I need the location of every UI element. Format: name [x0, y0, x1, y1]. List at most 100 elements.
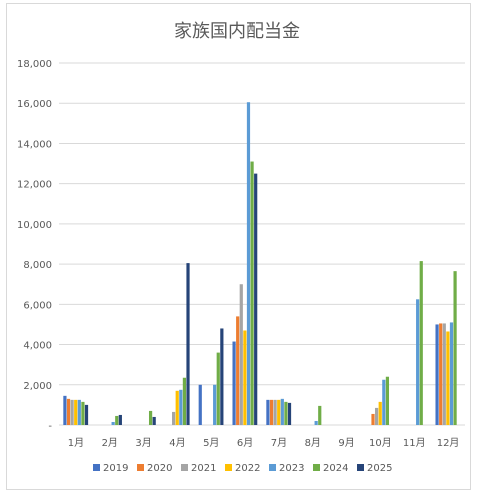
- bar-2022-6月: [243, 330, 247, 425]
- bar-2024-2月: [115, 415, 119, 425]
- bar-2025-4月: [186, 263, 190, 425]
- y-tick-label: 12,000: [17, 180, 52, 191]
- bar-2019-12月: [435, 324, 439, 425]
- bar-2021-7月: [273, 399, 277, 425]
- legend-label: 2024: [323, 463, 348, 474]
- legend-label: 2021: [191, 463, 216, 474]
- bar-2024-3月: [148, 410, 153, 425]
- y-tick-label: 8,000: [23, 260, 52, 271]
- legend-label: 2019: [103, 463, 128, 474]
- bar-2024-12月: [453, 271, 457, 425]
- y-tick-label: 10,000: [17, 220, 52, 231]
- y-tick-label: 4,000: [23, 341, 52, 352]
- bar-2023-12月: [449, 322, 454, 425]
- x-tick-label: 5月: [203, 437, 219, 449]
- bar-2022-12月: [446, 331, 450, 425]
- legend-item-2024[interactable]: 2024: [313, 463, 348, 474]
- x-tick-label: 6月: [237, 437, 253, 449]
- bar-2021-6月: [239, 284, 243, 425]
- bar-2023-10月: [382, 379, 386, 425]
- bar-2020-1月: [66, 398, 71, 425]
- y-tick-label: 14,000: [17, 139, 52, 150]
- bar-2023-2月: [111, 421, 115, 425]
- legend-item-2025[interactable]: 2025: [357, 463, 392, 474]
- bar-2023-11月: [416, 299, 420, 425]
- bar-2022-4月: [175, 390, 179, 425]
- bar-2020-10月: [371, 413, 375, 425]
- bar-2023-5月: [213, 384, 217, 425]
- bar-2023-8月: [314, 420, 318, 425]
- legend-swatch: [93, 464, 100, 471]
- legend: 2019 2020 2021 2022 2023 2024 2025: [93, 463, 392, 474]
- x-tick-label: 7月: [271, 437, 287, 449]
- bar-2024-8月: [318, 405, 322, 425]
- bar-2022-1月: [74, 399, 78, 425]
- bar-2024-7月: [284, 401, 288, 425]
- bar-2025-5月: [220, 328, 224, 425]
- x-tick-label: 11月: [403, 437, 426, 449]
- bar-2025-6月: [254, 173, 258, 425]
- bar-chart: 家族国内配当金 - 2,000 4,000 6,000 8,000 10,000 12,00…: [17, 21, 465, 474]
- bar-2022-10月: [378, 401, 382, 425]
- y-tick-label: 6,000: [23, 300, 52, 311]
- legend-label: 2022: [235, 463, 260, 474]
- legend-label: 2023: [279, 463, 304, 474]
- legend-swatch: [181, 464, 188, 471]
- bar-2025-7月: [287, 402, 292, 425]
- bar-2023-4月: [179, 389, 183, 425]
- bar-2020-6月: [236, 316, 240, 425]
- x-tick-label: 8月: [305, 437, 321, 449]
- y-axis-tick-labels: - 2,000 4,000 6,000 8,000 10,000 12,000 14,000 1…: [17, 59, 52, 432]
- x-tick-label: 12月: [437, 437, 460, 449]
- x-tick-label: 3月: [135, 437, 151, 449]
- chart-title: 家族国内配当金: [174, 21, 300, 42]
- legend-item-2021[interactable]: 2021: [181, 463, 216, 474]
- legend-label: 2025: [367, 463, 392, 474]
- legend-swatch: [225, 464, 232, 471]
- x-tick-label: 4月: [169, 437, 185, 449]
- x-tick-label: 10月: [369, 437, 392, 449]
- bar-2024-11月: [419, 261, 423, 425]
- y-tick-label: -: [48, 421, 52, 432]
- legend-item-2022[interactable]: 2022: [225, 463, 260, 474]
- bar-2024-10月: [385, 376, 390, 425]
- legend-label: 2020: [147, 463, 172, 474]
- bar-2025-3月: [152, 416, 156, 425]
- x-tick-label: 1月: [68, 437, 84, 449]
- y-tick-label: 16,000: [17, 99, 52, 110]
- bar-2025-1月: [84, 404, 89, 425]
- y-tick-label: 18,000: [17, 59, 52, 70]
- legend-swatch: [357, 464, 364, 471]
- bar-2024-1月: [81, 401, 85, 425]
- bars: [63, 102, 457, 426]
- bar-2021-1月: [70, 399, 74, 425]
- legend-swatch: [269, 464, 276, 471]
- bar-2022-7月: [277, 399, 281, 425]
- legend-item-2020[interactable]: 2020: [137, 463, 172, 474]
- legend-item-2023[interactable]: 2023: [269, 463, 304, 474]
- legend-swatch: [313, 464, 320, 471]
- gridlines: [59, 62, 465, 426]
- bar-2021-10月: [375, 407, 379, 425]
- bar-2023-6月: [246, 102, 251, 425]
- x-tick-label: 2月: [102, 437, 118, 449]
- bar-2024-4月: [182, 377, 187, 425]
- x-tick-label: 9月: [338, 437, 354, 449]
- legend-swatch: [137, 464, 144, 471]
- bar-2021-4月: [172, 411, 176, 425]
- bar-2020-7月: [269, 399, 274, 425]
- bar-2021-12月: [442, 323, 446, 425]
- bar-2019-1月: [63, 395, 67, 425]
- bar-2023-1月: [77, 399, 81, 425]
- bar-2024-5月: [216, 352, 220, 425]
- bar-2019-7月: [266, 399, 270, 425]
- x-axis-tick-labels: 1月 2月 3月 4月 5月 6月 7月 8月 9月 10月 11月 12月: [68, 437, 460, 449]
- bar-2020-12月: [439, 323, 443, 425]
- bar-2025-2月: [118, 414, 122, 425]
- bar-2019-5月: [198, 384, 202, 425]
- legend-item-2019[interactable]: 2019: [93, 463, 128, 474]
- bar-2023-7月: [280, 398, 284, 425]
- chart-area[interactable]: 家族国内配当金 - 2,000 4,000 6,000 8,000 10,000 12,00…: [6, 3, 471, 490]
- bar-2019-6月: [232, 341, 236, 425]
